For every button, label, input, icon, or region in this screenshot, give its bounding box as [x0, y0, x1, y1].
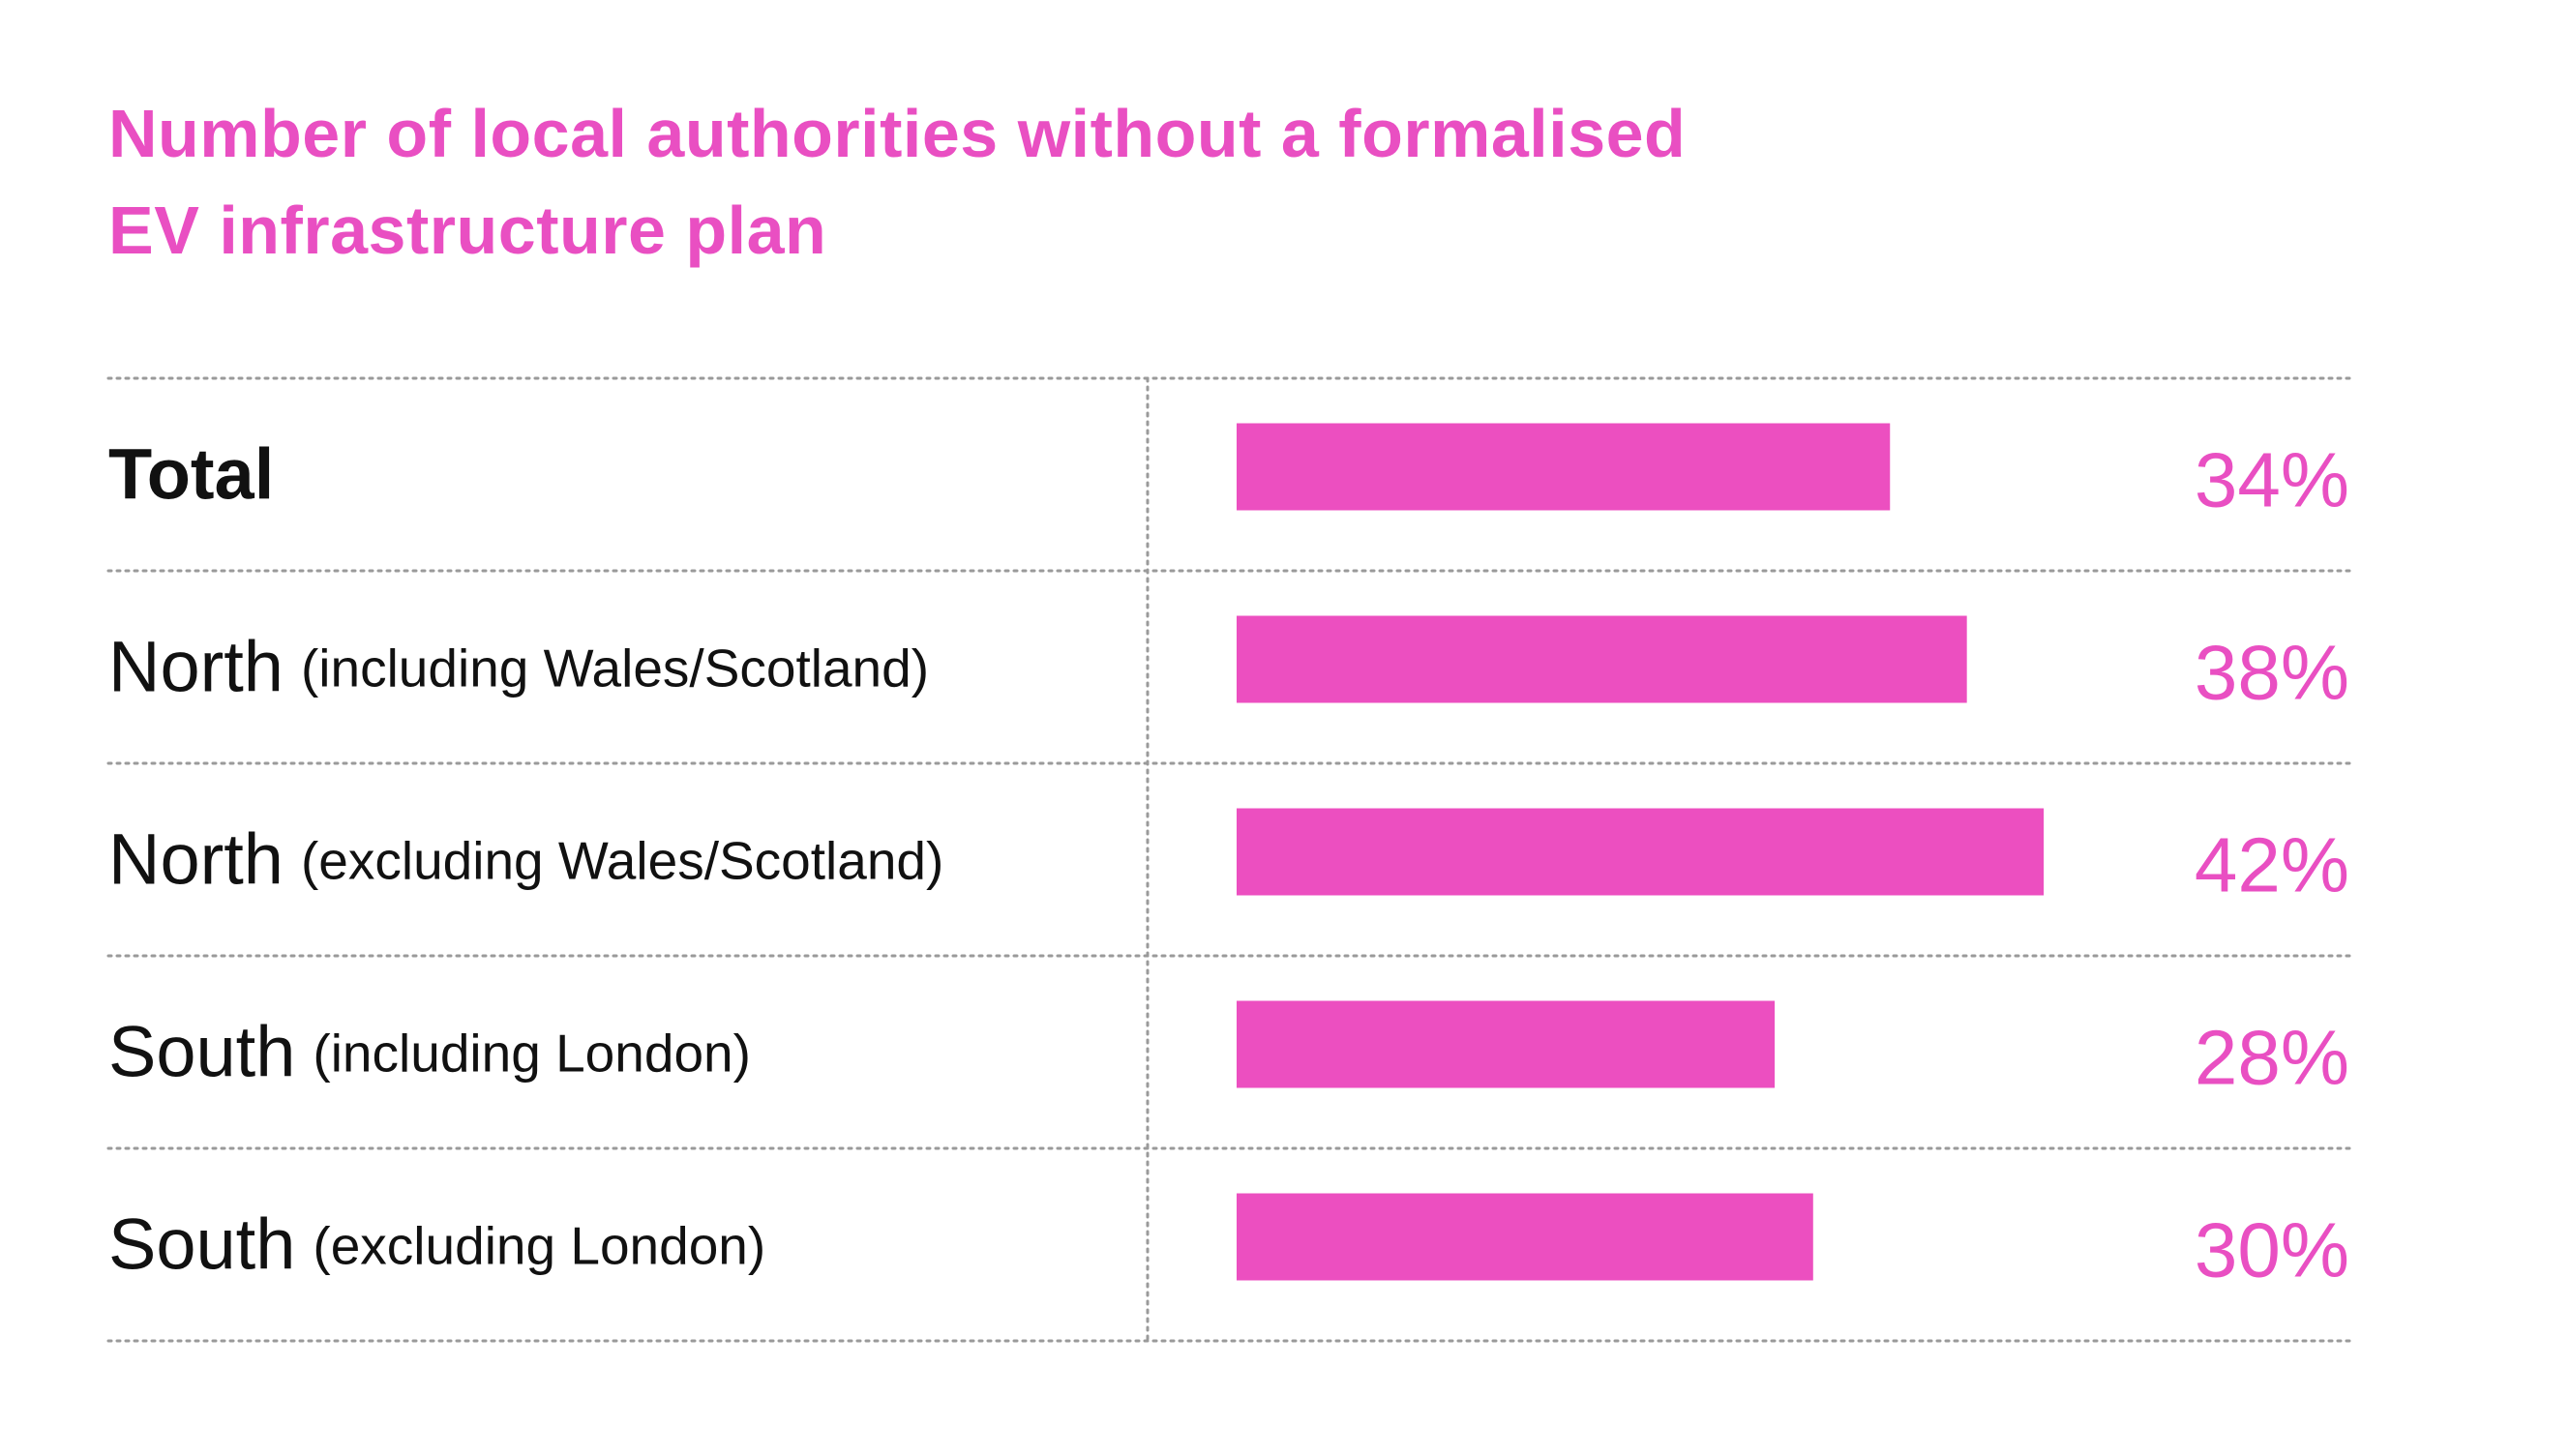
row-dividers — [106, 376, 2351, 1343]
bar — [1237, 423, 1891, 511]
category-label-sub: (excluding Wales/Scotland) — [301, 830, 943, 890]
value-label: 38% — [2195, 630, 2349, 716]
bar — [1237, 808, 2045, 896]
bar — [1237, 615, 1967, 703]
category-label: South (including London) — [108, 1011, 751, 1091]
chart-row: South (excluding London) 30% — [108, 1193, 2349, 1293]
category-label-main: North — [108, 626, 284, 706]
chart-title: Number of local authorities without a fo… — [108, 85, 2044, 279]
category-label-main: South — [108, 1203, 295, 1284]
chart-row: South (including London) 28% — [108, 1000, 2349, 1101]
chart-row: Total 34% — [108, 423, 2349, 523]
category-label-main: Total — [108, 433, 274, 514]
value-label: 30% — [2195, 1207, 2349, 1293]
value-label: 34% — [2195, 437, 2349, 523]
category-label-main: South — [108, 1011, 295, 1091]
category-label: South (excluding London) — [108, 1203, 765, 1284]
category-label-sub: (excluding London) — [313, 1215, 765, 1275]
category-label: North (including Wales/Scotland) — [108, 626, 929, 706]
chart-title-line-1: Number of local authorities without a fo… — [108, 96, 1687, 171]
bar — [1237, 1000, 1776, 1088]
category-label-sub: (including London) — [313, 1023, 751, 1083]
chart-row: North (excluding Wales/Scotland) 42% — [108, 808, 2349, 908]
category-label: Total — [108, 433, 274, 514]
value-label: 42% — [2195, 822, 2349, 908]
bar — [1237, 1193, 1813, 1281]
category-label-main: North — [108, 818, 284, 899]
value-label: 28% — [2195, 1015, 2349, 1101]
category-label-sub: (including Wales/Scotland) — [301, 638, 929, 698]
chart-title-line-2: EV infrastructure plan — [108, 193, 827, 268]
chart-row: North (including Wales/Scotland) 38% — [108, 615, 2349, 716]
category-label: North (excluding Wales/Scotland) — [108, 818, 943, 899]
chart-rows: Total 34% North (including Wales/Scotland) 3… — [108, 423, 2349, 1293]
